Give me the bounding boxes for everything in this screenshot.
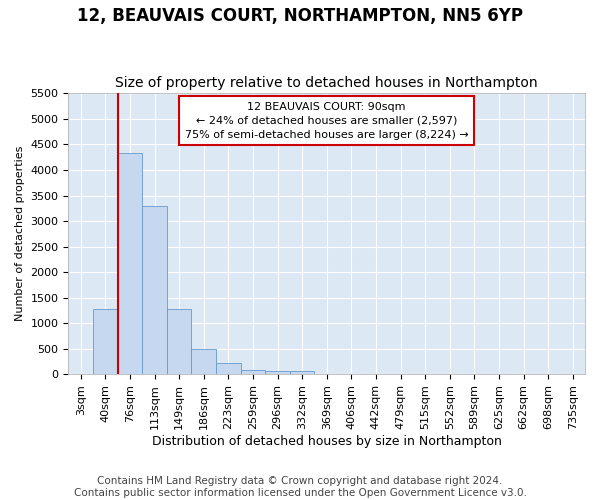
Bar [216,363,241,374]
Bar [241,370,265,374]
Bar [93,310,118,374]
Y-axis label: Number of detached properties: Number of detached properties [15,146,25,322]
X-axis label: Distribution of detached houses by size in Northampton: Distribution of detached houses by size … [152,434,502,448]
Title: Size of property relative to detached houses in Northampton: Size of property relative to detached ho… [115,76,538,90]
Bar [290,372,314,374]
Bar [142,206,167,374]
Bar [191,349,216,374]
Text: 12, BEAUVAIS COURT, NORTHAMPTON, NN5 6YP: 12, BEAUVAIS COURT, NORTHAMPTON, NN5 6YP [77,8,523,26]
Text: 12 BEAUVAIS COURT: 90sqm
← 24% of detached houses are smaller (2,597)
75% of sem: 12 BEAUVAIS COURT: 90sqm ← 24% of detach… [185,102,469,140]
Bar [167,309,191,374]
Text: Contains HM Land Registry data © Crown copyright and database right 2024.
Contai: Contains HM Land Registry data © Crown c… [74,476,526,498]
Bar [265,371,290,374]
Bar [118,152,142,374]
